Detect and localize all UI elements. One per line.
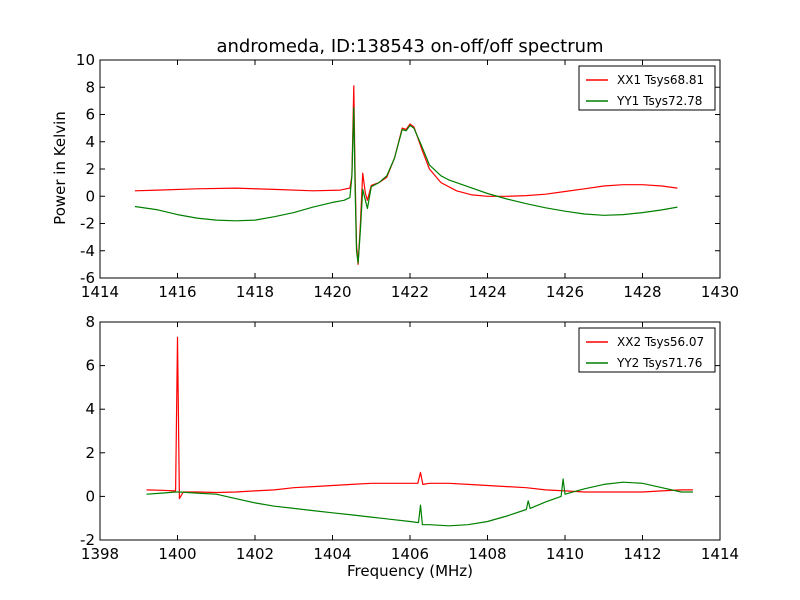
y-tick-label: 2 <box>85 444 95 462</box>
y-tick-label: 4 <box>85 400 95 418</box>
series-line-xx2 <box>146 336 693 500</box>
x-tick-label: 1410 <box>546 545 584 563</box>
x-tick-label: 1406 <box>391 545 429 563</box>
x-tick-label: 1412 <box>623 545 661 563</box>
legend: XX2 Tsys56.07 YY2 Tsys71.76 <box>578 327 716 373</box>
legend-box <box>578 65 716 111</box>
x-tick-label: 1414 <box>701 545 739 563</box>
x-tick-label: 1426 <box>546 283 584 301</box>
legend-box <box>578 327 716 373</box>
y-tick-label: 0 <box>85 487 95 505</box>
y-tick-label: 6 <box>85 357 95 375</box>
x-tick-label: 1416 <box>158 283 196 301</box>
top-panel: andromeda, ID:138543 on-off/off spectrum… <box>51 36 739 301</box>
series-line-yy1 <box>134 107 678 264</box>
x-tick-label: 1408 <box>468 545 506 563</box>
y-tick-label: -2 <box>80 531 95 549</box>
x-tick-label: 1404 <box>313 545 351 563</box>
x-tick-label: 1402 <box>236 545 274 563</box>
y-tick-label: 4 <box>85 133 95 151</box>
x-tick-label: 1398 <box>81 545 119 563</box>
top-chart-title: andromeda, ID:138543 on-off/off spectrum <box>216 36 603 57</box>
x-tick-label: 1424 <box>468 283 506 301</box>
x-tick-label: 1400 <box>158 545 196 563</box>
top-y-axis-label: Power in Kelvin <box>51 111 69 225</box>
y-tick-label: 10 <box>76 51 95 69</box>
x-tick-label: 1418 <box>236 283 274 301</box>
y-tick-label: 8 <box>85 78 95 96</box>
bottom-panel: Frequency (MHz) 1398 1400 1402 1404 1406 1408… <box>80 313 739 580</box>
legend-entry-label: XX1 Tsys68.81 <box>617 73 704 87</box>
legend-entry-label: XX2 Tsys56.07 <box>617 335 704 349</box>
x-tick-label: 1428 <box>623 283 661 301</box>
x-tick-label: 1422 <box>391 283 429 301</box>
legend: XX1 Tsys68.81 YY1 Tsys72.78 <box>578 65 716 111</box>
y-tick-label: 6 <box>85 106 95 124</box>
legend-entry-label: YY2 Tsys71.76 <box>616 356 702 370</box>
series-line-yy2 <box>146 478 693 527</box>
bottom-x-axis-label: Frequency (MHz) <box>347 562 473 580</box>
y-tick-label: 2 <box>85 160 95 178</box>
y-tick-label: -4 <box>80 242 95 260</box>
y-tick-label: -2 <box>80 215 95 233</box>
x-tick-label: 1414 <box>81 283 119 301</box>
x-tick-label: 1430 <box>701 283 739 301</box>
x-tick-label: 1420 <box>313 283 351 301</box>
legend-entry-label: YY1 Tsys72.78 <box>616 94 702 108</box>
y-tick-label: 0 <box>85 187 95 205</box>
y-tick-label: 8 <box>85 313 95 331</box>
y-tick-label: -6 <box>80 269 95 287</box>
